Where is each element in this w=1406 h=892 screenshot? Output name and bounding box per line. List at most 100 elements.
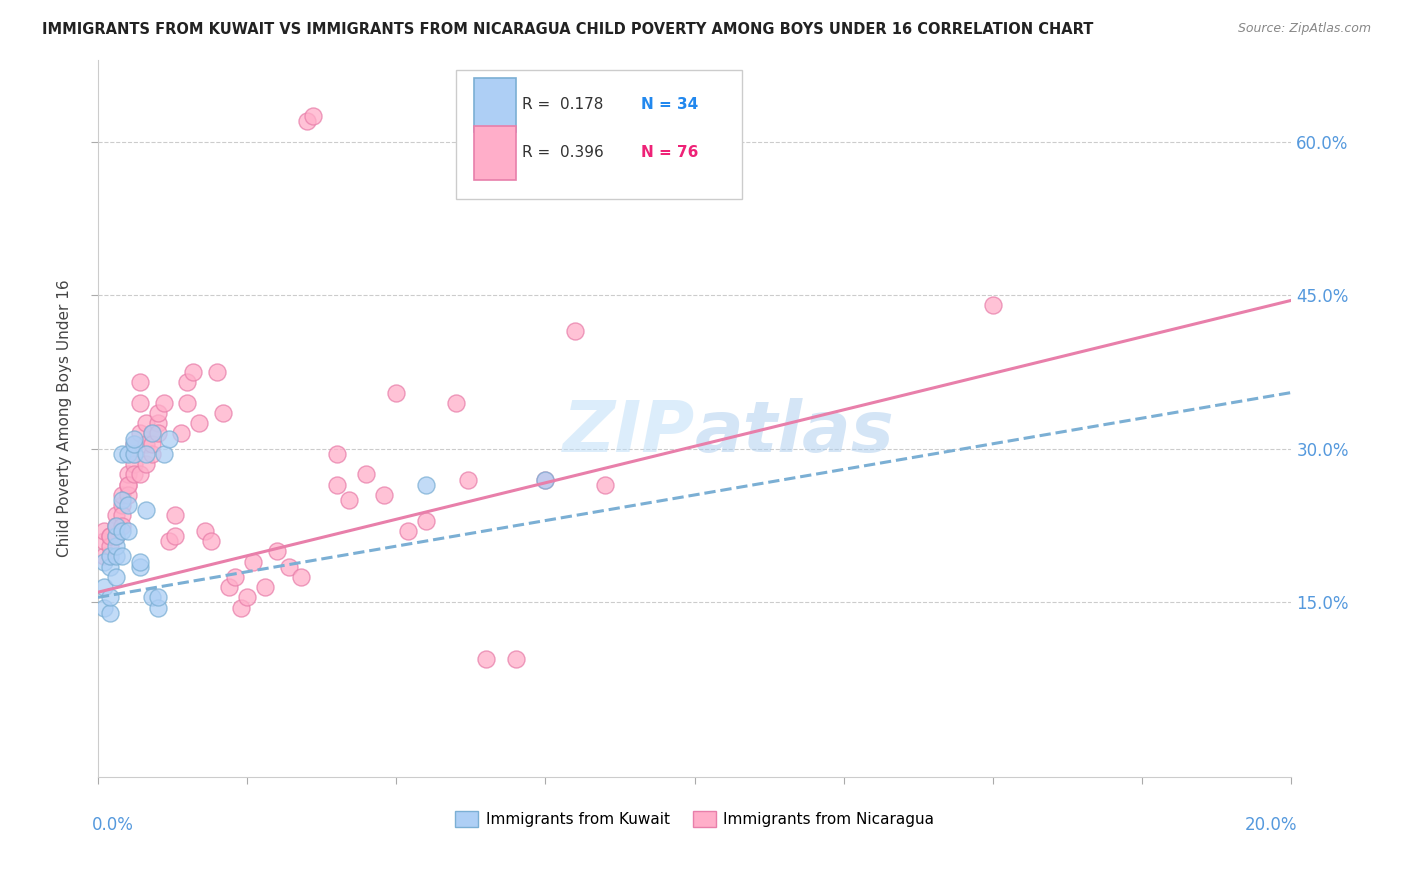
Point <box>104 549 127 564</box>
Point <box>564 324 586 338</box>
Point <box>104 508 127 523</box>
Point <box>98 549 121 564</box>
Point <box>98 529 121 543</box>
Point <box>98 549 121 564</box>
Point <box>122 447 145 461</box>
Point <box>98 606 121 620</box>
Point <box>141 426 163 441</box>
Point <box>207 365 229 379</box>
Point <box>356 467 378 482</box>
Point <box>183 365 205 379</box>
Point <box>98 539 121 553</box>
Point <box>135 503 157 517</box>
Point <box>111 498 134 512</box>
Point <box>337 493 360 508</box>
Point <box>505 652 527 666</box>
Point <box>253 580 276 594</box>
Point <box>475 652 498 666</box>
Point <box>290 570 312 584</box>
Point <box>93 580 115 594</box>
Point <box>122 432 145 446</box>
Point <box>415 477 437 491</box>
Point <box>165 529 187 543</box>
Point <box>176 376 198 390</box>
Point <box>152 396 174 410</box>
Point <box>117 498 139 512</box>
Point <box>117 488 139 502</box>
Point <box>117 447 139 461</box>
Point <box>98 529 121 543</box>
Point <box>534 473 557 487</box>
Text: N = 76: N = 76 <box>641 145 699 161</box>
Point <box>93 534 115 549</box>
Point <box>128 559 150 574</box>
Point <box>146 591 169 605</box>
Point <box>396 524 419 538</box>
Point <box>135 447 157 461</box>
Point <box>325 447 347 461</box>
Point <box>141 447 163 461</box>
Point <box>146 600 169 615</box>
FancyBboxPatch shape <box>474 78 516 132</box>
Text: N = 34: N = 34 <box>641 97 699 112</box>
Point <box>170 426 193 441</box>
Point <box>236 591 259 605</box>
Point <box>111 508 134 523</box>
Point <box>385 385 408 400</box>
Text: R =  0.396: R = 0.396 <box>522 145 603 161</box>
Point <box>111 447 134 461</box>
Point <box>159 432 181 446</box>
Point <box>176 396 198 410</box>
Point <box>146 416 169 430</box>
Point <box>98 591 121 605</box>
Point <box>146 406 169 420</box>
Point <box>128 426 150 441</box>
Point <box>93 600 115 615</box>
Text: R =  0.178: R = 0.178 <box>522 97 603 112</box>
Point <box>111 524 134 538</box>
Point <box>277 559 299 574</box>
Point <box>141 436 163 450</box>
Point <box>152 447 174 461</box>
Point <box>128 376 150 390</box>
Point <box>122 447 145 461</box>
Point <box>122 467 145 482</box>
Point <box>111 488 134 502</box>
Point <box>212 406 235 420</box>
Text: IMMIGRANTS FROM KUWAIT VS IMMIGRANTS FROM NICARAGUA CHILD POVERTY AMONG BOYS UND: IMMIGRANTS FROM KUWAIT VS IMMIGRANTS FRO… <box>42 22 1094 37</box>
Point <box>194 524 217 538</box>
Point <box>301 109 323 123</box>
Point <box>141 426 163 441</box>
Point <box>104 518 127 533</box>
Point <box>200 534 222 549</box>
Point <box>135 436 157 450</box>
Point <box>135 416 157 430</box>
Text: 20.0%: 20.0% <box>1244 816 1298 834</box>
Point <box>117 477 139 491</box>
Point <box>128 467 150 482</box>
Point <box>111 493 134 508</box>
Point <box>224 570 246 584</box>
FancyBboxPatch shape <box>456 70 742 200</box>
Text: atlas: atlas <box>695 398 894 467</box>
Point <box>159 534 181 549</box>
Point <box>593 477 616 491</box>
Point <box>128 396 150 410</box>
Point <box>295 114 318 128</box>
Point <box>117 467 139 482</box>
Point <box>104 518 127 533</box>
Y-axis label: Child Poverty Among Boys Under 16: Child Poverty Among Boys Under 16 <box>58 279 72 557</box>
Point <box>444 396 467 410</box>
Point <box>122 457 145 471</box>
Point <box>534 473 557 487</box>
Point <box>111 518 134 533</box>
Point <box>135 457 157 471</box>
Point <box>117 524 139 538</box>
Point <box>98 559 121 574</box>
Point <box>242 555 264 569</box>
Point <box>146 426 169 441</box>
Point <box>104 570 127 584</box>
Point <box>266 544 288 558</box>
Text: ZIP: ZIP <box>562 398 695 467</box>
Point <box>117 477 139 491</box>
